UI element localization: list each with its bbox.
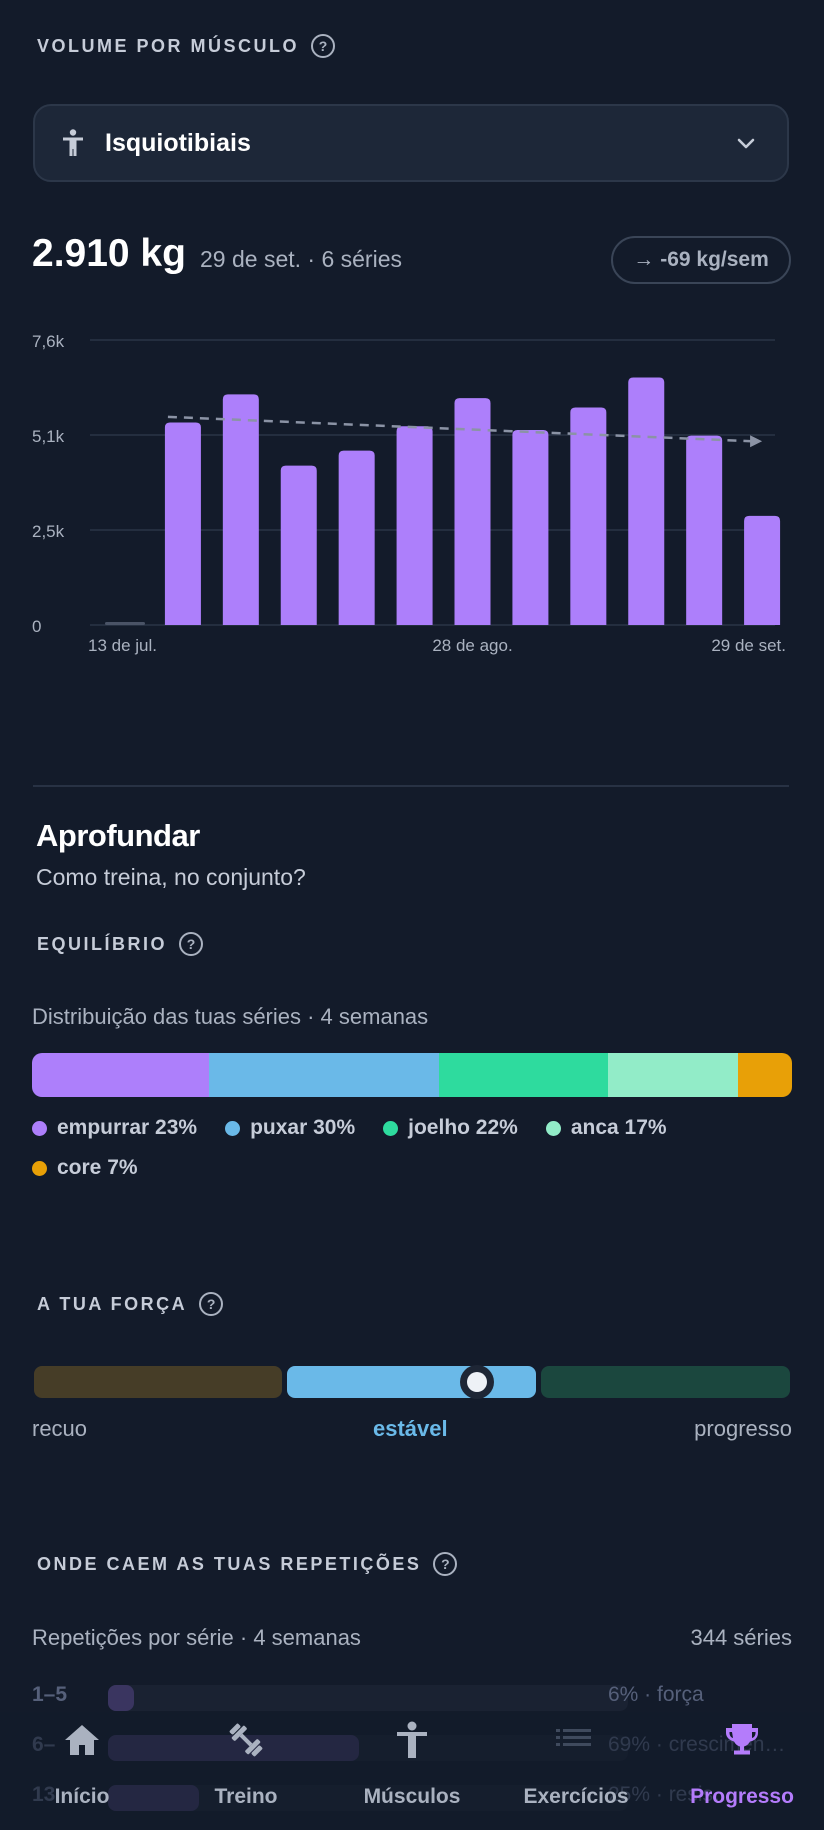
chevron-down-icon [737,138,755,149]
legend-item: core 7% [32,1156,138,1180]
reps-bar [108,1685,134,1711]
chart-bar[interactable] [454,398,491,625]
chart-bar[interactable] [164,422,201,626]
nav-label: Treino [214,1785,278,1808]
nav-label: Progresso [690,1785,794,1808]
balance-legend: empurrar 23% puxar 30% joelho 22% anca 17% c… [32,1116,772,1180]
y-tick-label: 2,5k [32,522,65,541]
volume-title-text: VOLUME POR MÚSCULO [37,35,300,56]
deeper-title: Aprofundar [36,818,200,853]
reps-section-title: ONDE CAEM AS TUAS REPETIÇÕES ? [37,1552,458,1576]
help-icon[interactable]: ? [311,34,336,58]
muscle-select[interactable]: Isquiotibiais [33,104,789,182]
strength-section-title: A TUA FORÇA ? [37,1292,224,1316]
person-icon [63,129,83,156]
reps-track [108,1685,628,1711]
chart-bar[interactable] [396,426,433,625]
help-icon[interactable]: ? [433,1552,458,1576]
bottom-navigation: Início Treino Músculos Exe [0,1712,824,1830]
chart-bar[interactable] [628,377,665,626]
person-icon [397,1721,427,1758]
balance-section-title: EQUILÍBRIO ? [37,932,204,956]
balance-segment [607,1053,739,1097]
chart-bar[interactable] [686,435,723,625]
strength-segment-progresso [541,1366,790,1398]
home-icon [65,1725,99,1755]
reps-title-text: ONDE CAEM AS TUAS REPETIÇÕES [37,1553,422,1574]
legend-label: core 7% [57,1156,138,1179]
strength-indicator-knob [460,1365,494,1399]
balance-segment [438,1053,608,1097]
nav-item-treino[interactable]: Treino [164,1712,328,1830]
legend-item: joelho 22% [383,1116,518,1140]
reps-row: 1–5 6% · força [32,1683,792,1713]
current-volume-value: 2.910 kg [32,232,186,275]
trend-arrow [750,435,763,448]
x-tick-label: 29 de set. [711,636,786,655]
balance-caption: Distribuição das tuas séries · 4 semanas [32,1004,429,1029]
nav-item-inicio[interactable]: Início [0,1712,164,1830]
trend-badge[interactable]: → -69 kg/sem [611,236,791,284]
reps-caption: Repetições por série · 4 semanas [32,1625,361,1650]
legend-item: anca 17% [545,1116,667,1140]
strength-title-text: A TUA FORÇA [37,1293,188,1314]
strength-label-right: progresso [694,1416,792,1441]
legend-label: empurrar 23% [57,1116,198,1139]
trend-value: -69 kg/sem [660,248,769,271]
legend-dot [32,1160,47,1176]
section-divider [33,785,789,787]
legend-label: joelho 22% [408,1116,518,1139]
list-icon [556,1729,591,1746]
nav-item-musculos[interactable]: Músculos [330,1712,494,1830]
legend-label: anca 17% [570,1116,667,1139]
reps-total: 344 séries [690,1625,792,1650]
volume-bar-chart: 7,6k 5,1k 2,5k 0 13 de jul. 28 de ago. 29 de s… [32,332,786,655]
nav-label: Exercícios [523,1785,629,1808]
y-tick-label: 0 [32,617,41,636]
nav-label: Início [54,1785,110,1808]
help-icon[interactable]: ? [199,1292,224,1316]
balance-segment [208,1053,439,1097]
strength-segment-recuo [34,1366,282,1398]
selected-muscle: Isquiotibiais [105,128,251,157]
chart-bar[interactable] [280,465,317,625]
reps-range-label: 1–5 [32,1683,68,1706]
trend-line [167,415,753,443]
trophy-icon [726,1724,758,1755]
strength-label-left: recuo [32,1416,88,1441]
balance-stacked-bar [32,1053,792,1097]
chart-bar[interactable] [570,407,607,626]
trend-arrow-icon: → [633,248,655,271]
chart-bar[interactable] [338,450,375,625]
dumbbell-icon [229,1723,263,1757]
chart-bar[interactable] [744,515,781,625]
nav-item-progresso[interactable]: Progresso [660,1712,824,1830]
strength-segment-estavel [287,1366,536,1398]
chart-bar[interactable] [222,394,259,625]
deeper-subtitle: Como treina, no conjunto? [36,864,306,890]
legend-label: puxar 30% [250,1116,356,1139]
y-tick-label: 7,6k [32,332,65,351]
balance-segment [32,1053,209,1097]
legend-dot [32,1120,47,1136]
x-tick-label: 28 de ago. [432,636,512,655]
legend-item: puxar 30% [225,1116,355,1140]
nav-label: Músculos [363,1785,461,1808]
strength-label-mid: estável [373,1416,448,1441]
help-icon[interactable]: ? [179,932,204,956]
reps-value-label: 6% · força [608,1683,704,1706]
nav-item-exercicios[interactable]: Exercícios [494,1712,658,1830]
legend-dot [225,1120,241,1136]
current-volume-detail: 29 de set. · 6 séries [200,246,402,272]
x-tick-label: 13 de jul. [88,636,157,655]
balance-segment [738,1053,792,1097]
y-tick-label: 5,1k [32,427,65,446]
legend-dot [383,1120,399,1136]
balance-title-text: EQUILÍBRIO [37,933,168,954]
legend-dot [545,1120,561,1136]
chart-bar[interactable] [512,430,549,625]
volume-section-title: VOLUME POR MÚSCULO ? [37,34,336,58]
chart-bar[interactable] [105,622,145,625]
legend-item: empurrar 23% [32,1116,197,1140]
